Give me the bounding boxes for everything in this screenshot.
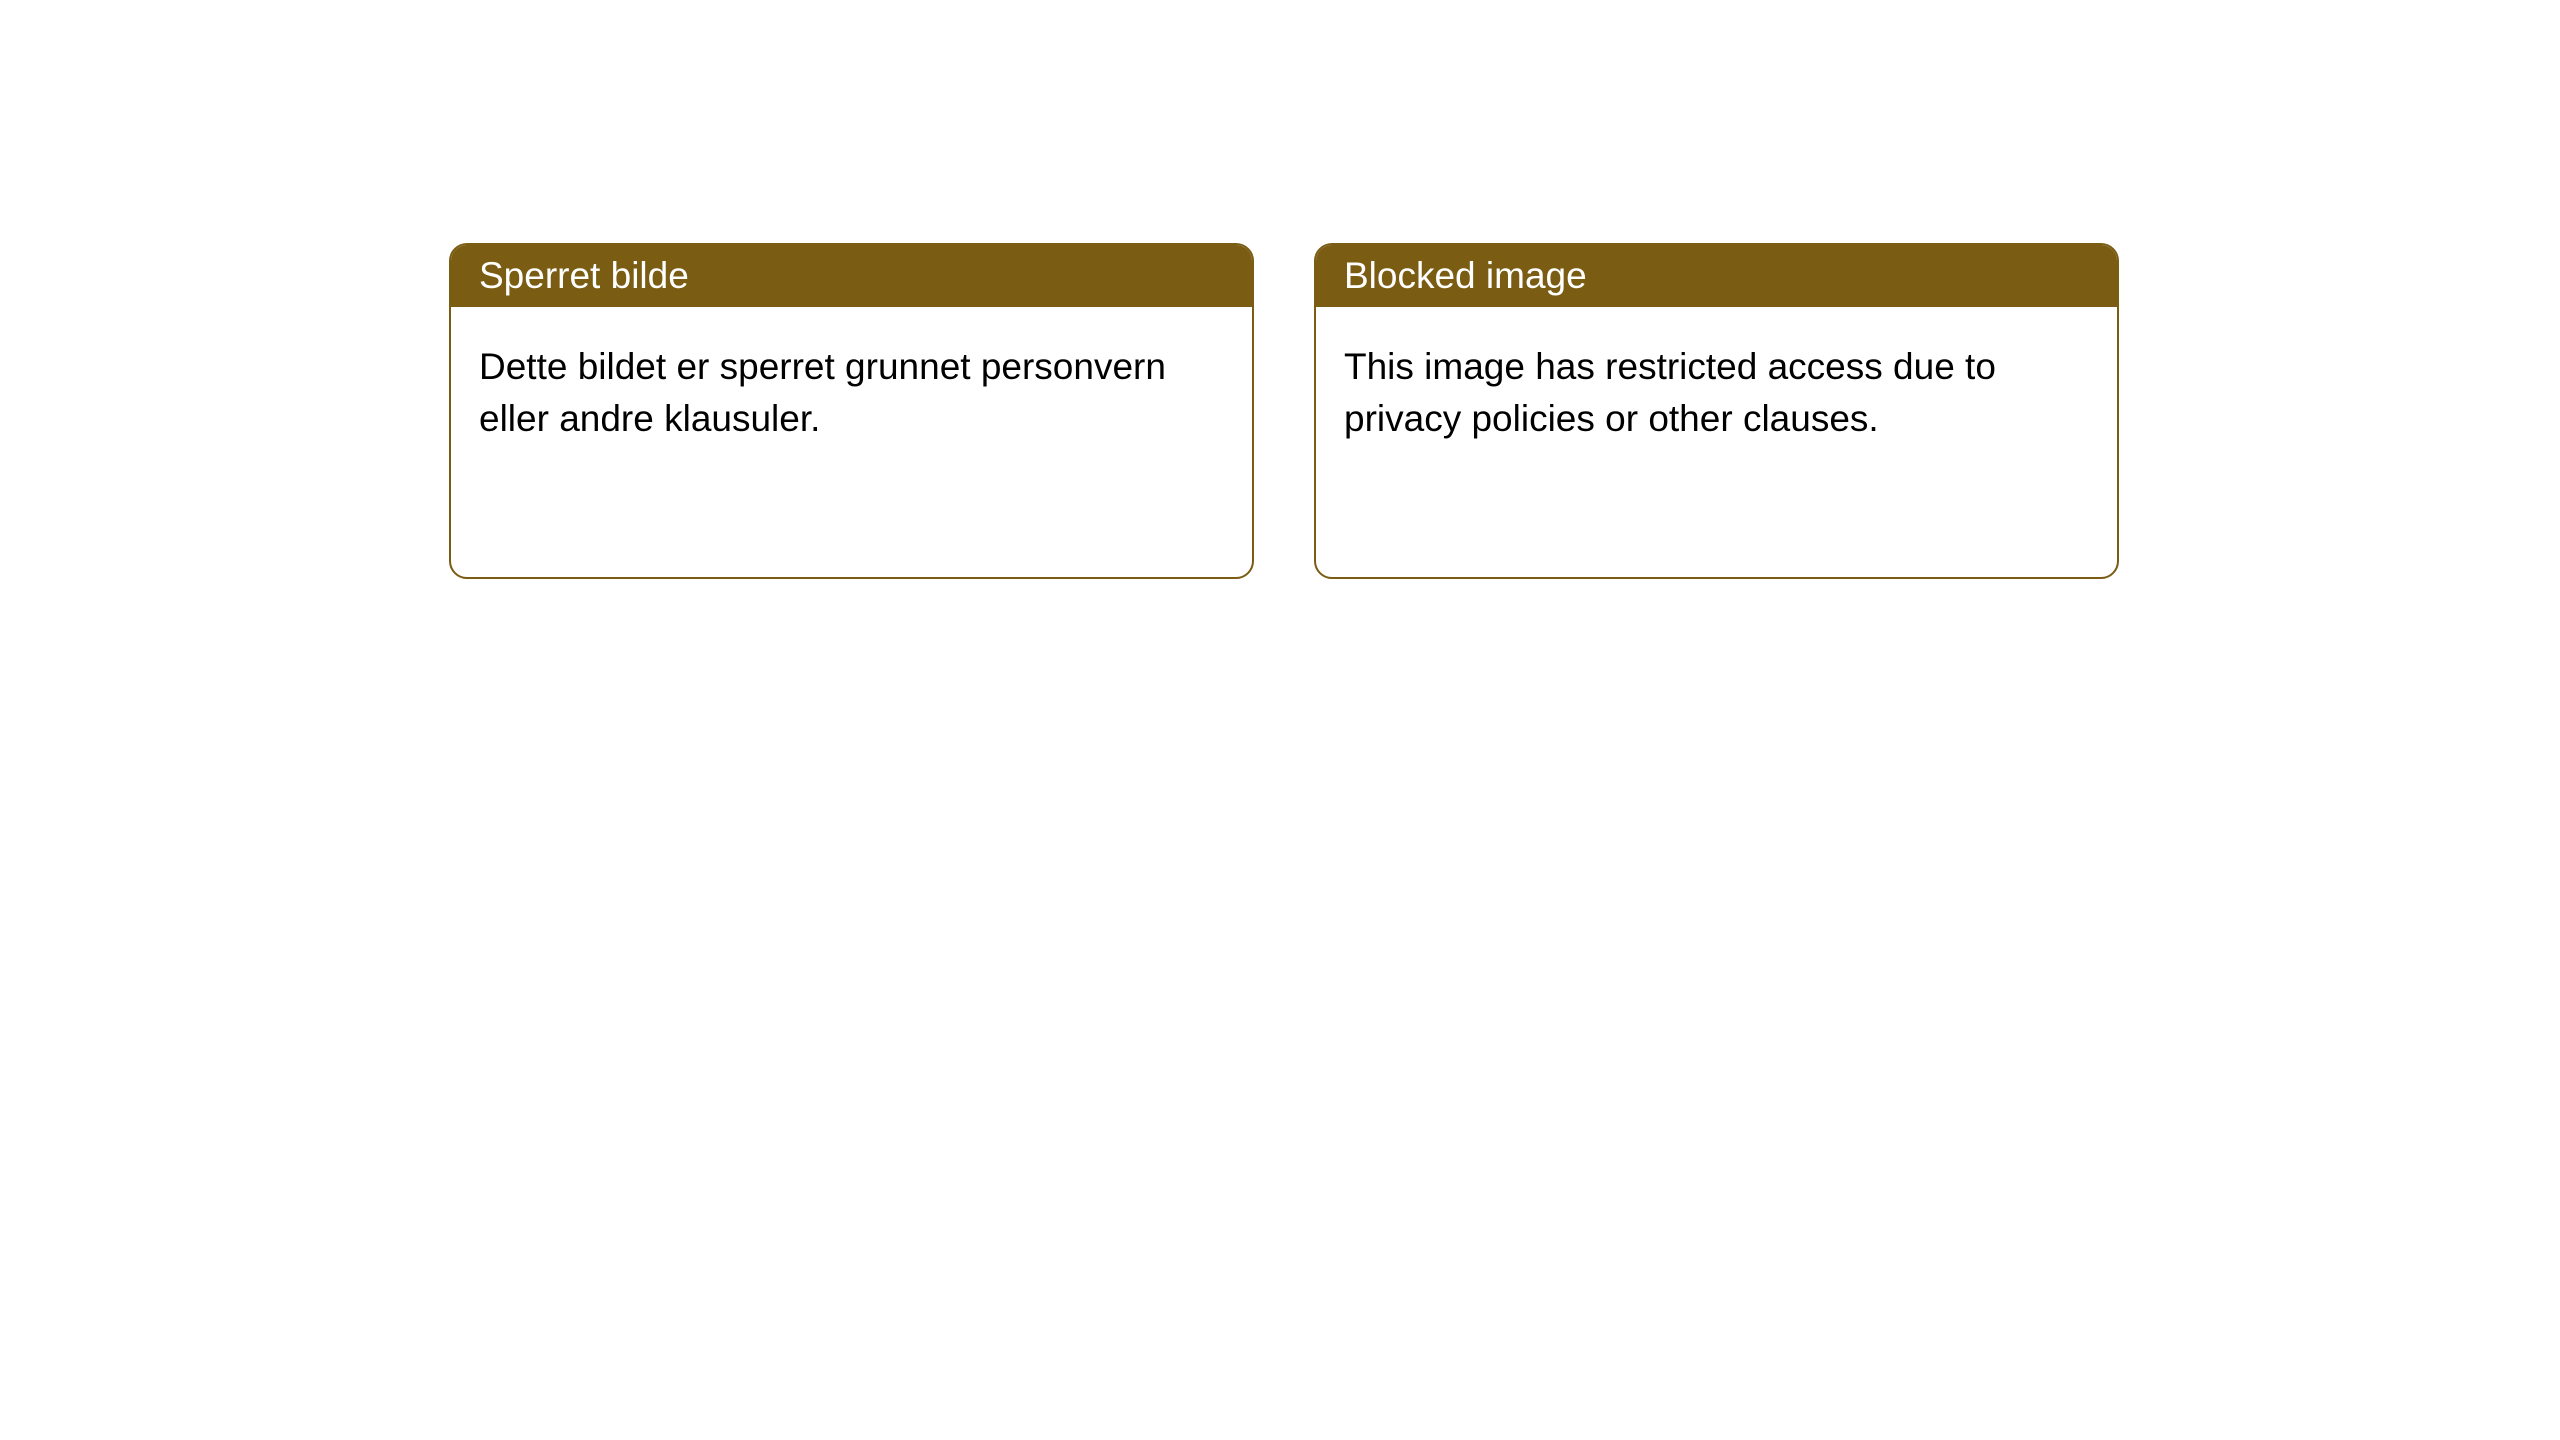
notice-header: Blocked image xyxy=(1316,245,2117,307)
notice-body: Dette bildet er sperret grunnet personve… xyxy=(451,307,1252,479)
notice-header: Sperret bilde xyxy=(451,245,1252,307)
notice-container: Sperret bilde Dette bildet er sperret gr… xyxy=(0,0,2560,579)
notice-body-text: Dette bildet er sperret grunnet personve… xyxy=(479,346,1166,439)
notice-card-norwegian: Sperret bilde Dette bildet er sperret gr… xyxy=(449,243,1254,579)
notice-body-text: This image has restricted access due to … xyxy=(1344,346,1996,439)
notice-title: Sperret bilde xyxy=(479,255,689,296)
notice-title: Blocked image xyxy=(1344,255,1587,296)
notice-body: This image has restricted access due to … xyxy=(1316,307,2117,479)
notice-card-english: Blocked image This image has restricted … xyxy=(1314,243,2119,579)
